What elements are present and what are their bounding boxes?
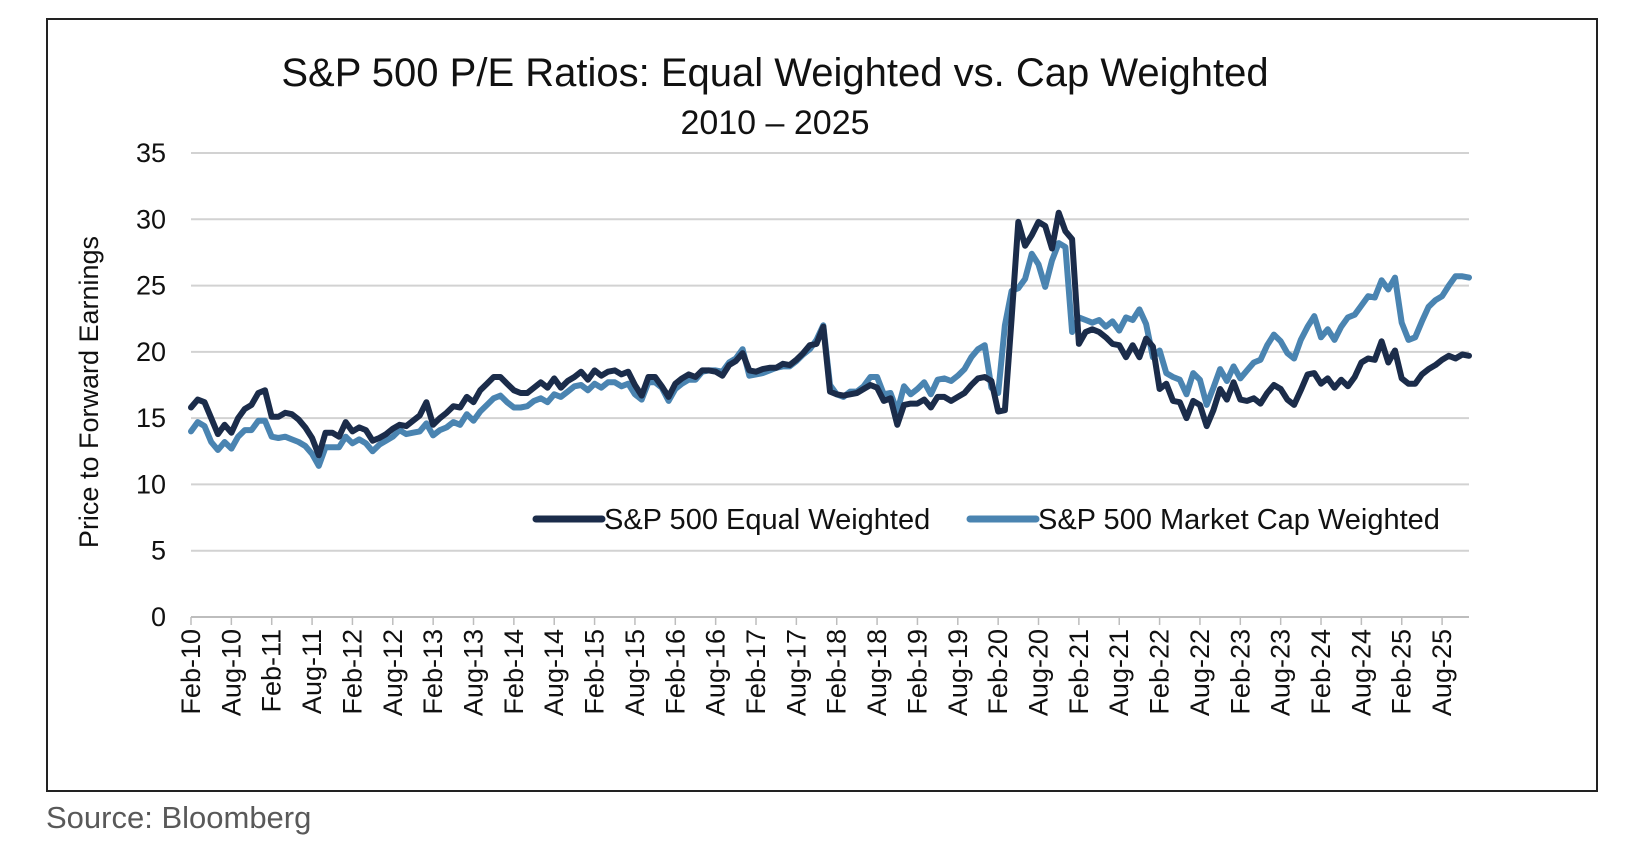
x-tick-label-Feb-16: Feb-16 <box>660 629 690 715</box>
legend-label-equal-weighted: S&P 500 Equal Weighted <box>604 504 930 536</box>
source-note: Source: Bloomberg <box>46 800 312 835</box>
y-tick-label-0: 0 <box>151 602 166 632</box>
x-tick-label-Aug-25: Aug-25 <box>1427 629 1457 716</box>
x-tick-label-Aug-15: Aug-15 <box>620 629 650 716</box>
y-tick-label-25: 25 <box>136 271 166 301</box>
y-tick-label-30: 30 <box>136 204 166 234</box>
x-tick-label-Feb-22: Feb-22 <box>1145 629 1175 715</box>
series-line-cap <box>188 240 1472 469</box>
x-tick-label-Aug-13: Aug-13 <box>459 629 489 716</box>
x-tick-label-Feb-17: Feb-17 <box>741 629 771 715</box>
x-tick-label-Aug-14: Aug-14 <box>539 629 569 716</box>
x-tick-label-Aug-21: Aug-21 <box>1104 629 1134 716</box>
y-tick-label-15: 15 <box>136 403 166 433</box>
y-axis-label: Price to Forward Earnings <box>74 236 104 548</box>
x-tick-label-Aug-18: Aug-18 <box>862 629 892 716</box>
x-tick-label-Aug-11: Aug-11 <box>297 629 327 714</box>
legend-label-cap-weighted: S&P 500 Market Cap Weighted <box>1038 504 1440 536</box>
series-line-equal <box>188 209 1472 459</box>
x-tick-label-Feb-19: Feb-19 <box>902 629 932 715</box>
x-tick-label-Feb-12: Feb-12 <box>337 629 367 715</box>
x-tick-label-Aug-16: Aug-16 <box>701 629 731 716</box>
x-tick-label-Aug-22: Aug-22 <box>1185 629 1215 716</box>
x-tick-label-Aug-12: Aug-12 <box>378 629 408 716</box>
series-lines <box>188 209 1472 469</box>
chart-subtitle: 2010 – 2025 <box>680 104 869 142</box>
chart-frame: S&P 500 P/E Ratios: Equal Weighted vs. C… <box>46 18 1598 792</box>
pe-ratio-line-chart: S&P 500 P/E Ratios: Equal Weighted vs. C… <box>74 51 1472 716</box>
x-tick-label-Feb-24: Feb-24 <box>1306 629 1336 715</box>
y-tick-label-5: 5 <box>151 536 166 566</box>
y-axis-ticks: 0 5 10 15 20 25 30 35 <box>136 138 166 632</box>
x-tick-label-Feb-20: Feb-20 <box>983 629 1013 715</box>
x-tick-label-Aug-10: Aug-10 <box>216 629 246 716</box>
x-axis-ticks: Feb-10 Aug-10 Feb-11 Aug-11 Feb-12 Aug-12 Feb-… <box>176 617 1457 716</box>
x-tick-label-Feb-25: Feb-25 <box>1387 629 1417 715</box>
y-tick-label-10: 10 <box>136 469 166 499</box>
x-tick-label-Aug-20: Aug-20 <box>1024 629 1054 716</box>
x-tick-label-Aug-19: Aug-19 <box>943 629 973 716</box>
x-tick-label-Feb-23: Feb-23 <box>1225 629 1255 715</box>
x-tick-label-Aug-24: Aug-24 <box>1346 629 1376 716</box>
y-tick-label-20: 20 <box>136 337 166 367</box>
chart-title: S&P 500 P/E Ratios: Equal Weighted vs. C… <box>281 51 1268 95</box>
x-tick-label-Feb-15: Feb-15 <box>580 629 610 715</box>
y-tick-label-35: 35 <box>136 138 166 168</box>
x-tick-label-Feb-10: Feb-10 <box>176 629 206 715</box>
x-tick-label-Feb-11: Feb-11 <box>257 629 287 713</box>
x-tick-label-Feb-14: Feb-14 <box>499 629 529 715</box>
x-tick-label-Feb-21: Feb-21 <box>1064 629 1094 715</box>
legend: S&P 500 Equal Weighted S&P 500 Market Ca… <box>532 504 1440 536</box>
x-tick-label-Feb-13: Feb-13 <box>418 629 448 715</box>
x-tick-label-Aug-23: Aug-23 <box>1266 629 1296 716</box>
gridlines <box>191 152 1469 618</box>
x-tick-label-Aug-17: Aug-17 <box>781 629 811 716</box>
x-tick-label-Feb-18: Feb-18 <box>822 629 852 715</box>
